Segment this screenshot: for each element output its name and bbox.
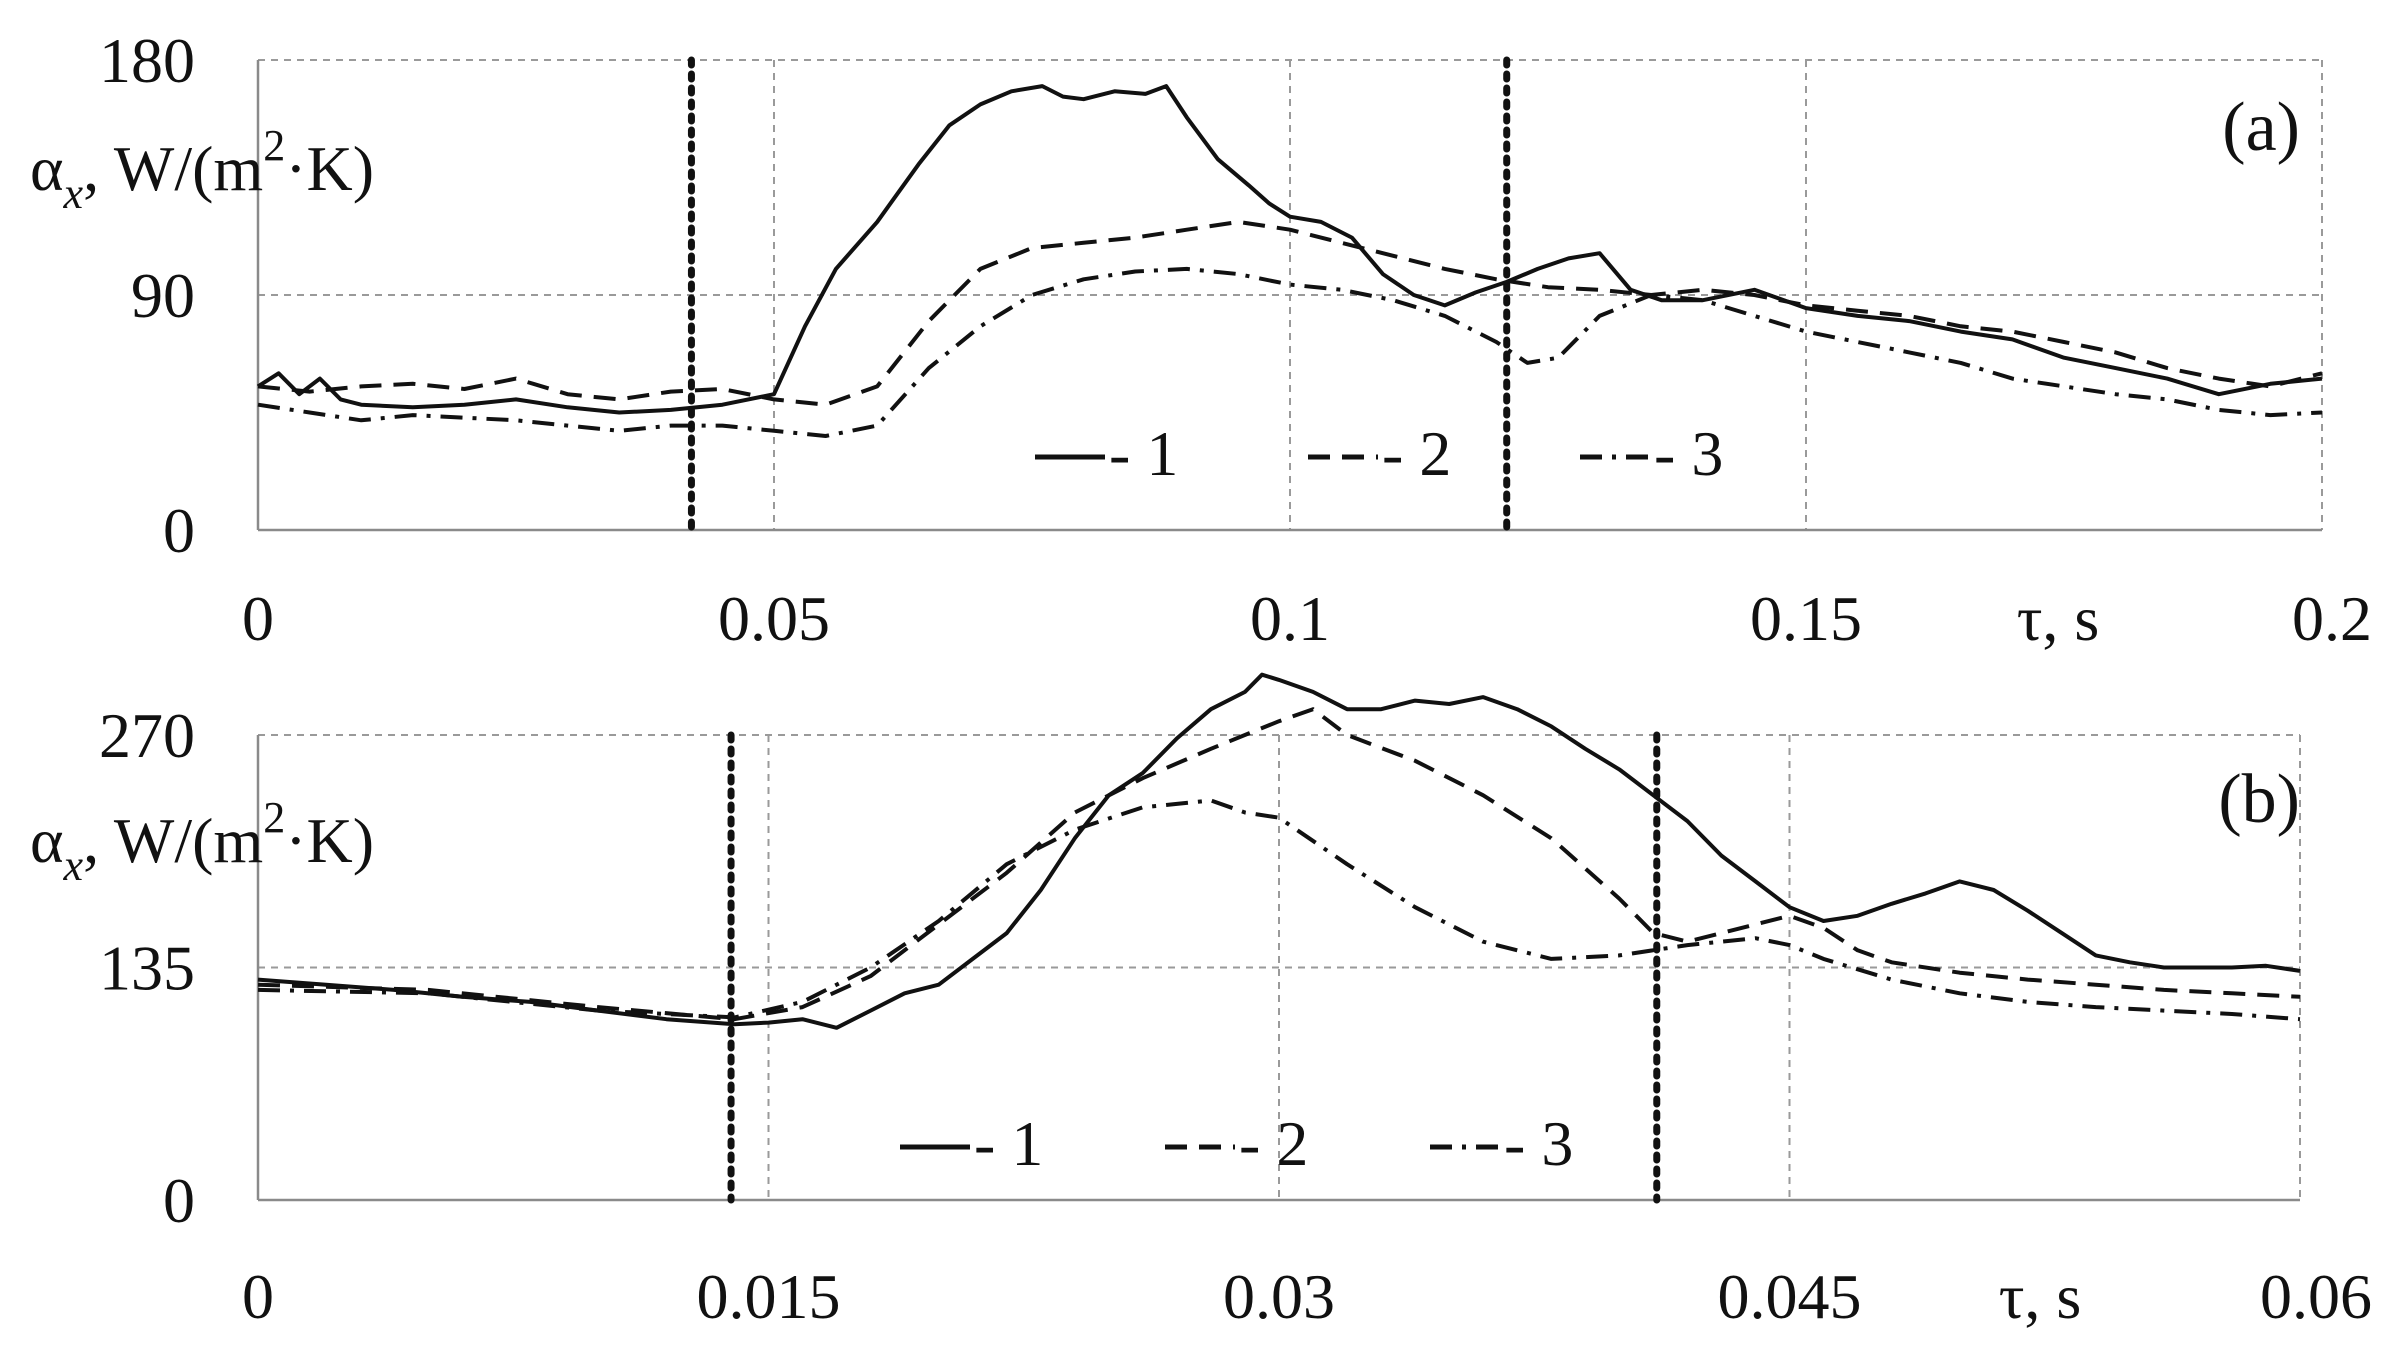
x-tick-label: 0.015: [697, 1261, 841, 1332]
panel-label: (b): [2218, 761, 2300, 838]
x-tick-label: 0.05: [718, 583, 830, 654]
y-tick-label: 180: [99, 25, 195, 96]
series-line-1: [256, 84, 2323, 415]
y-axis-label: αx, W/(m2·K): [30, 793, 374, 890]
legend-label-1: - 1: [974, 1108, 1043, 1179]
series-line-2: [257, 707, 2301, 1022]
y-tick-label: 0: [163, 1165, 195, 1236]
x-axis-label: τ, s: [2017, 583, 2100, 654]
x-tick-label: 0.045: [1718, 1261, 1862, 1332]
series-line-3: [257, 798, 2301, 1022]
legend-label-2: - 2: [1239, 1108, 1308, 1179]
legend-label-1: - 1: [1109, 418, 1178, 489]
x-axis-label: τ, s: [1999, 1261, 2082, 1332]
series-line-2: [257, 219, 2323, 407]
legend-label-2: - 2: [1382, 418, 1451, 489]
x-tick-label: 0.2: [2292, 583, 2372, 654]
y-tick-label: 90: [131, 260, 195, 331]
x-tick-label: 0.1: [1250, 583, 1330, 654]
y-tick-label: 270: [99, 700, 195, 771]
legend-label-3: - 3: [1654, 418, 1723, 489]
series-line-1: [257, 672, 2301, 1030]
chart-panel-b: 0 135 270 0 0.015 0.03 0.045 0.06 τ, s αx, W/(m2·…: [30, 672, 2372, 1332]
x-tick-label: 0.15: [1750, 583, 1862, 654]
chart-panel-a: 0 90 180 0 0.05 0.1 0.15 0.2 τ, s αx, W/(m2·K) (a)…: [30, 25, 2372, 654]
series-line-3: [257, 266, 2323, 438]
x-tick-label: 0.03: [1223, 1261, 1335, 1332]
y-tick-label: 135: [99, 933, 195, 1004]
y-axis-label: αx, W/(m2·K): [30, 121, 374, 218]
x-tick-label: 0: [242, 1261, 274, 1332]
x-tick-label: 0.06: [2260, 1261, 2372, 1332]
legend-label-3: - 3: [1504, 1108, 1573, 1179]
y-tick-label: 0: [163, 495, 195, 566]
panel-label: (a): [2222, 89, 2300, 166]
x-tick-label: 0: [242, 583, 274, 654]
